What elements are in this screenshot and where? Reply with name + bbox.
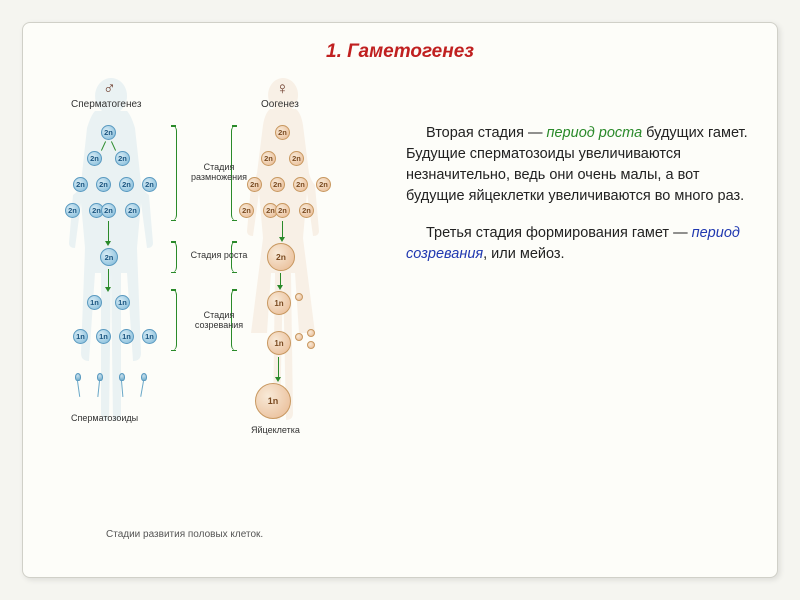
female-cell-1n: 1n: [267, 291, 291, 315]
arrow-down-icon: [277, 285, 283, 290]
female-column-label: Оогенез: [261, 99, 299, 110]
stage-reproduction-label: Стадия размножения: [183, 163, 255, 183]
paragraph-2: Третья стадия формирования гамет — перио…: [406, 223, 749, 265]
male-cell-2n: 2n: [96, 177, 111, 192]
arrow-down-icon: [279, 237, 285, 242]
male-cell-1n: 1n: [87, 295, 102, 310]
arrow-down-icon: [275, 377, 281, 382]
sperm-cell: [141, 373, 147, 381]
diagram-caption: Стадии развития половых клеток.: [106, 529, 263, 540]
egg-label: Яйцеклетка: [251, 425, 300, 435]
polar-body: [295, 293, 303, 301]
arrow-down-icon: [105, 287, 111, 292]
p1-pre: Вторая стадия —: [426, 125, 547, 141]
paragraph-1: Вторая стадия — период роста будущих гам…: [406, 123, 749, 207]
male-cell-growth: 2n: [100, 248, 118, 266]
stage-growth-label: Стадия роста: [183, 251, 255, 261]
male-cell-2n: 2n: [87, 151, 102, 166]
slide-page: 1. Гаметогенез ♂ ♀ Сперматогенез Оогенез…: [22, 22, 778, 578]
male-cell-2n: 2n: [115, 151, 130, 166]
female-symbol: ♀: [276, 79, 289, 99]
female-cell-2n: 2n: [293, 177, 308, 192]
arrow-down-icon: [105, 241, 111, 246]
polar-body: [307, 341, 315, 349]
male-cell-2n: 2n: [73, 177, 88, 192]
male-cell-1n: 1n: [96, 329, 111, 344]
female-cell-2n: 2n: [275, 203, 290, 218]
polar-body: [295, 333, 303, 341]
sperm-cell: [75, 373, 81, 381]
bracket-male-maturation: [171, 289, 177, 351]
p2-pre: Третья стадия формирования гамет —: [426, 225, 692, 241]
female-cell-1n: 1n: [267, 331, 291, 355]
male-cell-1n: 1n: [119, 329, 134, 344]
male-cell-2n: 2n: [101, 125, 116, 140]
male-cell-1n: 1n: [73, 329, 88, 344]
diagram-column: ♂ ♀ Сперматогенез Оогенез 2n 2n 2n 2n 2n…: [51, 73, 386, 528]
p1-highlight: период роста: [547, 125, 643, 141]
male-symbol: ♂: [103, 79, 116, 99]
female-cell-2n: 2n: [275, 125, 290, 140]
bracket-male-growth: [171, 241, 177, 273]
male-cell-1n: 1n: [142, 329, 157, 344]
male-cell-2n: 2n: [142, 177, 157, 192]
female-cell-growth: 2n: [267, 243, 295, 271]
slide-title: 1. Гаметогенез: [51, 41, 749, 63]
female-cell-2n: 2n: [289, 151, 304, 166]
arrow-line: [108, 221, 109, 243]
sperm-label: Сперматозоиды: [71, 413, 138, 423]
male-cell-1n: 1n: [115, 295, 130, 310]
gametogenesis-diagram: ♂ ♀ Сперматогенез Оогенез 2n 2n 2n 2n 2n…: [51, 73, 386, 528]
female-cell-2n: 2n: [299, 203, 314, 218]
p2-post: , или мейоз.: [483, 246, 564, 262]
male-cell-2n: 2n: [119, 177, 134, 192]
sperm-cell: [97, 373, 103, 381]
female-cell-2n: 2n: [270, 177, 285, 192]
male-column-label: Сперматогенез: [71, 99, 141, 110]
content-row: ♂ ♀ Сперматогенез Оогенез 2n 2n 2n 2n 2n…: [51, 73, 749, 528]
arrow-line: [278, 357, 279, 379]
arrow-line: [108, 269, 109, 289]
egg-cell: 1n: [255, 383, 291, 419]
male-cell-2n: 2n: [125, 203, 140, 218]
bracket-male-reproduction: [171, 125, 177, 221]
polar-body: [307, 329, 315, 337]
text-column: Вторая стадия — период роста будущих гам…: [406, 73, 749, 528]
sperm-cell: [119, 373, 125, 381]
female-cell-2n: 2n: [261, 151, 276, 166]
female-cell-2n: 2n: [316, 177, 331, 192]
stage-maturation-label: Стадия созревания: [183, 311, 255, 331]
male-cell-2n: 2n: [65, 203, 80, 218]
male-cell-2n: 2n: [101, 203, 116, 218]
female-cell-2n: 2n: [239, 203, 254, 218]
